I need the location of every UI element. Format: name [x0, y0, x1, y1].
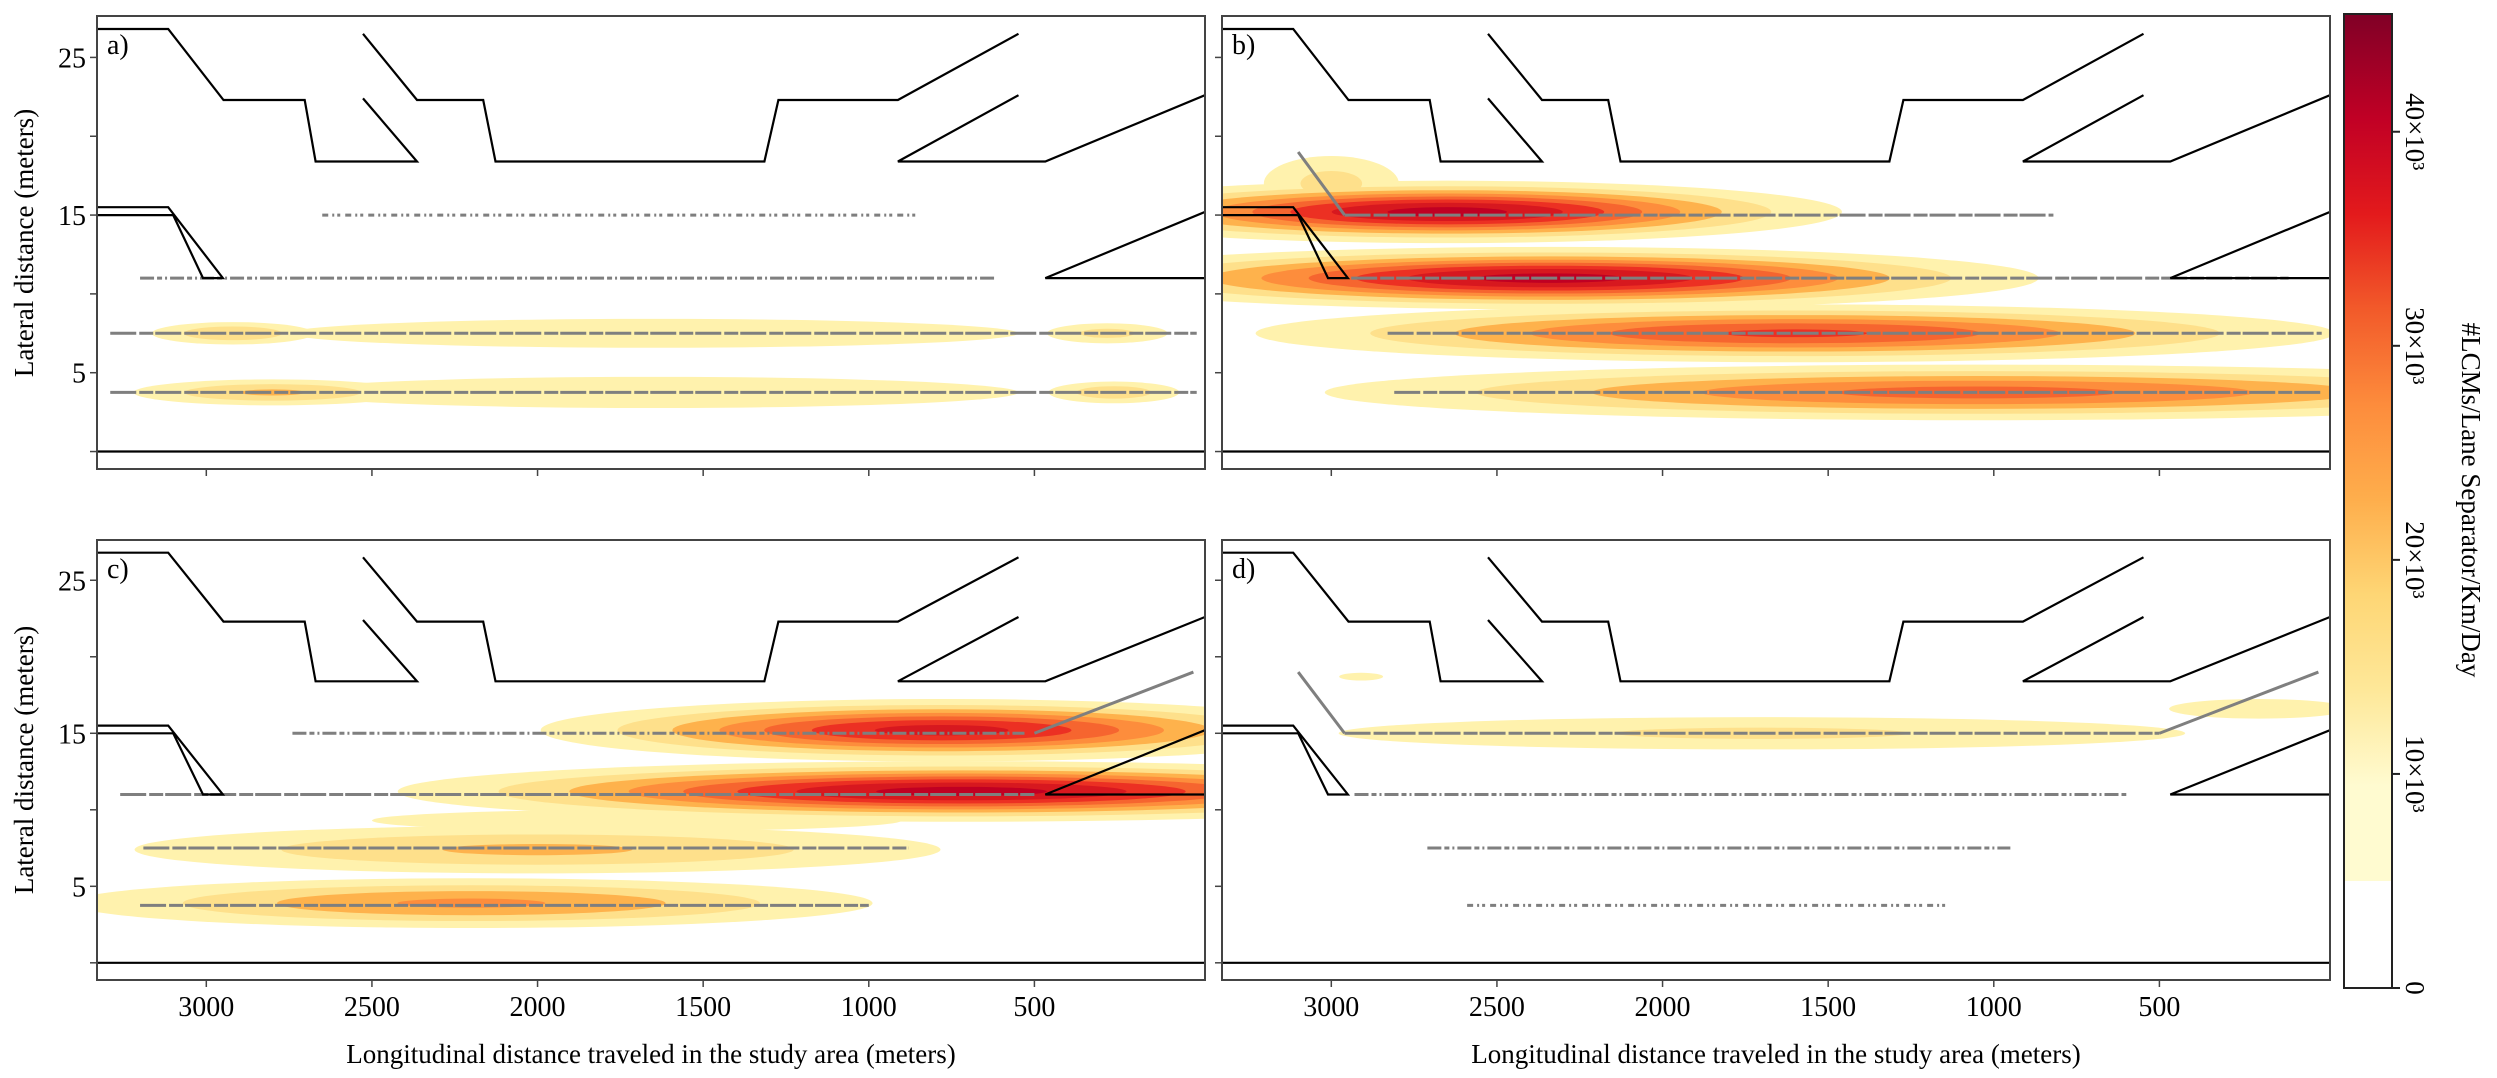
heat-contour [2169, 699, 2330, 719]
colorbar-tick-label: 0 [2400, 981, 2430, 995]
road-outline [1222, 551, 1545, 683]
heat-contour [239, 389, 306, 396]
x-tick-label: 3000 [178, 992, 234, 1023]
panel-label: c) [107, 554, 129, 585]
y-axis-label-top: Lateral distance (meters) [9, 109, 39, 377]
panel-label: a) [107, 30, 129, 61]
colorbar-label: #LCMs/Lane Separator/Km/Day [2456, 323, 2486, 678]
colorbar-gradient [2344, 14, 2392, 881]
x-tick-label: 500 [1013, 992, 1055, 1023]
x-tick-label: 3000 [1303, 992, 1359, 1023]
colorbar-tick-label: 10×10³ [2400, 735, 2430, 812]
plot-frame [1221, 15, 2331, 470]
x-tick-label: 2500 [1469, 992, 1525, 1023]
colorbar-frame [2343, 13, 2393, 989]
y-tick-label: 25 [58, 566, 86, 597]
x-tick-label: 1500 [675, 992, 731, 1023]
road-outline [97, 206, 226, 280]
y-tick-label: 15 [58, 719, 86, 750]
colorbar-white-band [2344, 880, 2392, 988]
road-outline [362, 32, 1020, 163]
colorbar: 0 10×10³ 20×10³ 30×10³ 40×10³ [2343, 13, 2430, 995]
road-outline [97, 27, 420, 163]
y-axis-label-bottom: Lateral distance (meters) [9, 626, 39, 894]
x-axis-label-right: Longitudinal distance traveled in the st… [1471, 1039, 2081, 1069]
road-outline [97, 551, 420, 683]
plot-frame [1221, 539, 2331, 981]
heat-contour [1339, 672, 1384, 681]
lane-separator-diagonal [1296, 151, 1346, 216]
x-tick-label: 1000 [1966, 992, 2022, 1023]
y-tick-label: 5 [72, 359, 86, 390]
road-outline [1044, 729, 1205, 796]
road-outline [2169, 729, 2330, 796]
lane-separator-diagonal [1296, 671, 1346, 735]
colorbar-tick-label: 30×10³ [2400, 307, 2430, 384]
plot-frame [96, 15, 1206, 470]
x-tick-label: 1000 [841, 992, 897, 1023]
road-outline [1222, 27, 1545, 163]
road-outline [897, 94, 1205, 163]
x-tick-label: 500 [2138, 992, 2180, 1023]
colorbar-tick-label: 40×10³ [2400, 93, 2430, 170]
road-outline [1487, 32, 2145, 163]
road-outline [2022, 615, 2330, 683]
road-outline [1222, 724, 1351, 796]
road-outline [1487, 556, 2145, 683]
heat-layer [1222, 155, 2330, 421]
road-outline [897, 615, 1205, 683]
road-outline [97, 724, 226, 796]
plot-frame [96, 539, 1206, 981]
x-tick-label: 2000 [510, 992, 566, 1023]
heat-contour [442, 843, 633, 856]
panel-label: d) [1232, 554, 1255, 585]
road-outline [2022, 94, 2330, 163]
y-tick-label: 25 [58, 43, 86, 74]
panel-a: a) 5 15 25 [58, 15, 1206, 476]
heat-contour [874, 725, 1009, 736]
y-tick-label: 5 [72, 872, 86, 903]
road-outline [1044, 210, 1205, 280]
colorbar-tick-label: 20×10³ [2400, 521, 2430, 598]
heat-layer [1338, 672, 2330, 750]
lane-separator-diagonal [1033, 670, 1194, 735]
x-tick-label: 2000 [1635, 992, 1691, 1023]
lane-separator-diagonal [2158, 670, 2319, 735]
x-tick-label: 1500 [1800, 992, 1856, 1023]
panel-d: d) 3000 2500 2000 1500 1000 500 [1215, 539, 2331, 1023]
panel-b: b) [1215, 15, 2331, 476]
road-outline [2169, 210, 2330, 280]
heat-contour [371, 809, 902, 832]
panel-c: c) 5 15 25 3000 2500 2000 1500 1000 500 [58, 539, 1206, 1023]
x-axis-label-left: Longitudinal distance traveled in the st… [346, 1039, 956, 1069]
road-outline [1222, 206, 1351, 280]
panel-label: b) [1232, 30, 1255, 61]
road-outline [362, 556, 1020, 683]
y-tick-label: 15 [58, 201, 86, 232]
x-tick-label: 2500 [344, 992, 400, 1023]
